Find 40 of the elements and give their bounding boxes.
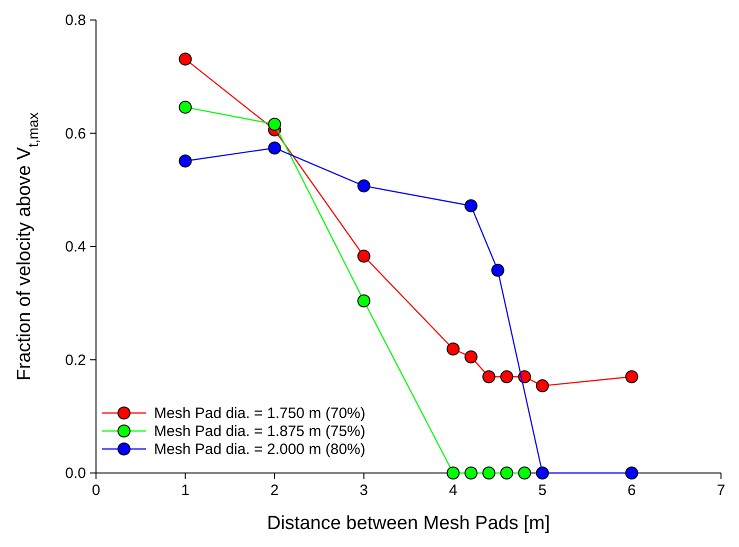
x-tick-label: 0 [92,482,100,499]
point [268,141,282,154]
x-tick-label: 6 [628,482,636,499]
point [536,379,549,392]
point [518,466,532,480]
point [482,466,496,480]
point [357,294,370,308]
point [178,154,192,168]
legend-label: Mesh Pad dia. = 1.875 m (75%) [154,423,366,440]
x-tick-label: 1 [181,482,190,499]
point [500,370,514,384]
y-tick-label: 0.6 [65,125,86,142]
point [625,466,638,480]
y-tick-label: 0.4 [65,238,86,256]
x-axis-title: Distance between Mesh Pads [m] [266,513,550,534]
legend-label: Mesh Pad dia. = 2.000 m (80%) [154,441,366,458]
point [500,466,514,480]
y-tick-label: 0.2 [65,352,86,369]
x-tick-label: 4 [448,482,458,499]
x-tick-label: 7 [716,482,726,499]
point [357,250,370,263]
x-tick-label: 3 [360,482,368,499]
point [536,466,549,480]
legend-label: Mesh Pad dia. = 1.750 m (70%) [154,405,366,422]
point [178,100,192,114]
point [268,118,282,131]
point [464,466,478,480]
y-tick-label: 0.0 [65,465,86,482]
point [446,466,460,480]
point [446,342,460,356]
point [491,264,504,277]
point [625,370,638,384]
point [464,199,478,212]
point [357,179,370,192]
point [464,350,478,364]
y-tick-label: 0.8 [65,12,86,29]
x-tick-label: 5 [538,482,547,499]
x-tick-label: 2 [270,482,279,499]
point [178,52,192,66]
point [482,370,496,384]
